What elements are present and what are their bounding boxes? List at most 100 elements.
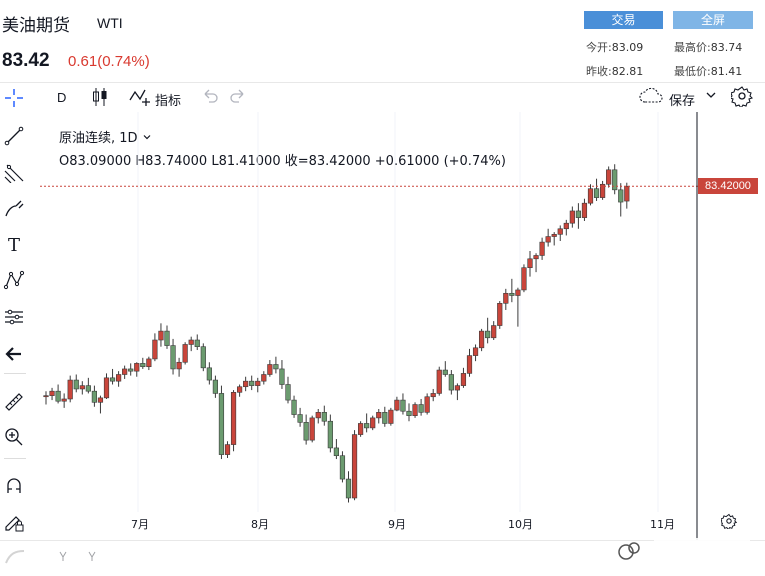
trade-button[interactable]: 交易 [584,11,663,29]
series-legend[interactable]: 原油连续, 1D [59,127,152,146]
candle-body [515,289,521,296]
candle-body [43,395,49,398]
candle-body [497,302,503,326]
candle-body [357,423,364,435]
candle-body [533,255,539,260]
candle-body [146,358,152,368]
candle-body [364,423,370,429]
candle-body [67,379,73,400]
candle-type-icon[interactable] [90,86,110,108]
candle-body [158,330,164,341]
stat-prev-close-value: 82.81 [611,65,644,78]
crosshair-icon[interactable] [2,86,26,110]
magnet-icon[interactable] [0,472,28,500]
candle-body [599,183,606,198]
toolbar-divider [4,458,26,459]
cloud-icon[interactable] [638,87,664,105]
candle-body [503,292,509,304]
candle-body [230,391,237,445]
candle-body [527,258,533,268]
series-name: 原油连续, 1D [59,131,138,146]
candle-body [73,379,79,390]
prediction-icon[interactable] [0,303,28,331]
x-tick-sep: 9月 [388,518,406,531]
redo-icon[interactable] [229,88,247,104]
candle-body [563,222,569,230]
candle-body [460,373,467,386]
interval-selector[interactable]: D [57,90,67,105]
stat-low-value: 81.41 [710,65,743,78]
candle-body [170,345,176,370]
candle-body [321,412,327,422]
brush-icon[interactable] [0,195,28,223]
candle-body [478,330,485,349]
pattern-icon[interactable] [0,266,28,294]
instrument-title: 美油期货 [2,16,70,36]
candle-body [333,447,340,457]
stat-low: 最低价:81.41 [674,63,742,79]
candle-body [182,344,188,363]
indicators-icon[interactable] [128,86,152,106]
trend-line-icon[interactable] [0,122,28,150]
candle-body [309,417,315,441]
candle-body [224,444,231,455]
candle-body [255,380,261,386]
candle-body [237,386,243,393]
candle-body [55,390,61,402]
candle-body [243,380,249,388]
stat-high-label: 最高价: [674,41,711,54]
price-change: 0.61(0.74%) [68,53,150,70]
candle-body [430,393,436,398]
candle-body [315,412,321,419]
ruler-icon[interactable] [0,388,28,416]
candle-body [91,390,97,403]
candle-body [303,422,309,441]
candle-body [545,236,551,243]
x-tick-aug: 8月 [251,518,269,531]
instrument-symbol: WTI [97,15,123,31]
candle-body [406,410,412,416]
candle-body [249,380,255,386]
candle-body [279,368,285,385]
candle-body [85,385,91,392]
candle-body [49,390,55,396]
axis-settings-icon[interactable] [719,513,738,534]
last-price: 83.42 [2,50,50,71]
stat-open-label: 今开: [586,41,612,54]
chevron-down-icon[interactable] [142,132,152,142]
candle-body [485,330,491,339]
candle-body [273,364,279,370]
candle-body [448,374,454,391]
back-arrow-icon[interactable] [0,340,28,368]
stat-low-label: 最低价: [674,65,711,78]
lock-drawing-icon[interactable] [0,508,28,536]
fullscreen-button[interactable]: 全屏 [673,11,753,29]
save-button[interactable]: 保存 [669,93,696,108]
stat-prev-close: 昨收:82.81 [586,63,643,79]
zoom-in-icon[interactable] [0,423,28,451]
chevron-down-icon[interactable] [705,89,717,101]
candle-body [575,210,581,218]
stat-open-value: 83.09 [611,41,644,54]
candle-body [424,396,430,413]
toolbar-divider [0,82,765,83]
candle-body [345,478,352,499]
settings-gear-icon[interactable] [731,85,753,107]
candle-body [587,188,594,204]
candle-body [400,399,406,412]
candle-body [164,330,170,346]
candle-body [261,374,267,382]
candle-body [612,169,618,191]
text-tool-icon[interactable]: T [7,234,20,256]
stat-high: 最高价:83.74 [674,39,742,55]
candle-body [581,202,588,218]
candle-body [200,346,206,369]
undo-icon[interactable] [201,88,219,104]
candle-body [291,399,297,415]
fib-tool-icon[interactable] [0,159,28,187]
bottom-bar-divider [0,540,765,541]
candle-body [551,234,557,237]
indicators-button[interactable]: 指标 [155,93,182,108]
candle-body [97,397,104,403]
